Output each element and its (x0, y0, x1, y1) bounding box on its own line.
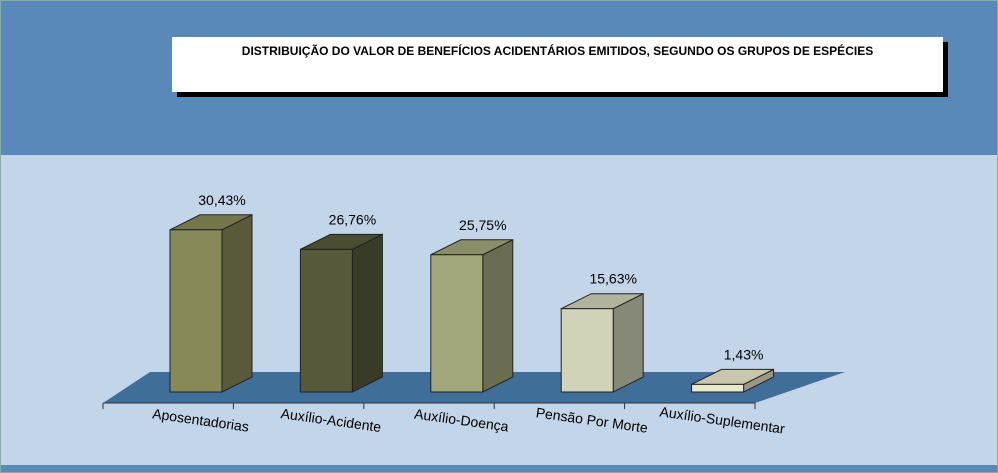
title-box (172, 37, 943, 92)
data-label: 15,63% (589, 271, 636, 287)
bar-side (482, 238, 514, 393)
bar-side (351, 233, 383, 393)
bar-side (221, 213, 253, 393)
bar (299, 248, 353, 393)
title-holder: DISTRIBUIÇÃO DO VALOR DE BENEFÍCIOS ACID… (241, 44, 874, 58)
data-label: 30,43% (198, 192, 245, 208)
data-label: 25,75% (459, 217, 506, 233)
data-label: 1,43% (724, 346, 764, 362)
bar (430, 254, 484, 393)
bar-side (612, 292, 644, 393)
bar (560, 308, 614, 393)
data-label: 26,76% (329, 211, 376, 227)
bar (169, 229, 223, 393)
chart-title: DISTRIBUIÇÃO DO VALOR DE BENEFÍCIOS ACID… (241, 44, 874, 58)
bar (691, 383, 745, 393)
